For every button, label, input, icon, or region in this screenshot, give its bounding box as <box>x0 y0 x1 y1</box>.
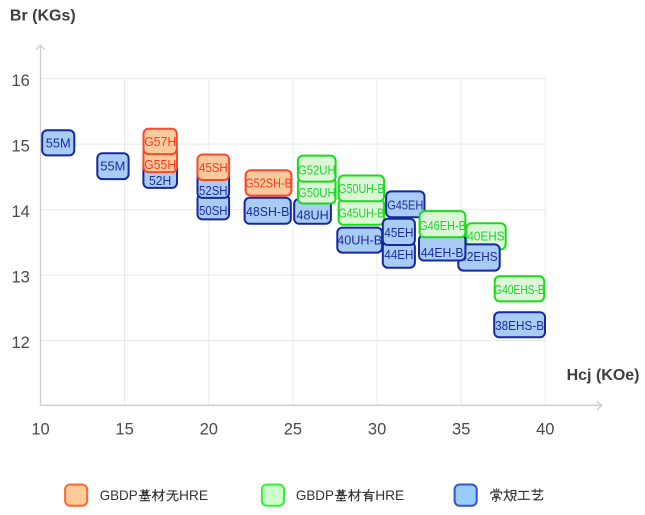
svg-text:42EHS: 42EHS <box>460 249 498 264</box>
svg-text:10: 10 <box>31 421 49 439</box>
svg-text:HRE: HRE <box>179 487 208 503</box>
svg-text:48SH-B: 48SH-B <box>246 204 289 219</box>
svg-text:45EH: 45EH <box>384 225 413 240</box>
svg-text:G45UH-B: G45UH-B <box>338 205 384 220</box>
svg-text:GBDP: GBDP <box>296 487 334 503</box>
svg-text:15: 15 <box>11 138 29 156</box>
svg-text:HRE: HRE <box>375 487 404 503</box>
svg-text:30: 30 <box>368 421 386 439</box>
svg-text:45SH: 45SH <box>199 160 228 175</box>
svg-text:G52SH-B: G52SH-B <box>245 176 292 191</box>
svg-text:G45EH: G45EH <box>387 197 423 212</box>
svg-text:40EHS: 40EHS <box>467 229 505 244</box>
svg-text:G46EH-B: G46EH-B <box>419 218 466 233</box>
svg-text:48UH: 48UH <box>297 207 329 222</box>
svg-text:GBDP: GBDP <box>100 487 138 503</box>
svg-text:G40EHS-B: G40EHS-B <box>494 282 544 297</box>
svg-text:G50UH: G50UH <box>298 185 336 200</box>
svg-text:Br (KGs): Br (KGs) <box>10 7 76 24</box>
svg-text:35: 35 <box>452 421 470 439</box>
svg-text:12: 12 <box>11 334 29 352</box>
svg-text:55M: 55M <box>46 135 71 150</box>
svg-text:14: 14 <box>11 203 29 221</box>
svg-text:38EHS-B: 38EHS-B <box>495 318 544 333</box>
svg-text:25: 25 <box>284 421 302 439</box>
svg-text:G50UH-B: G50UH-B <box>338 181 384 196</box>
svg-text:44EH-B: 44EH-B <box>421 245 464 260</box>
svg-text:52SH: 52SH <box>199 183 228 198</box>
svg-text:55M: 55M <box>100 159 125 174</box>
svg-text:20: 20 <box>200 421 218 439</box>
svg-text:G55H: G55H <box>144 157 176 172</box>
svg-text:50SH: 50SH <box>199 203 228 218</box>
svg-text:13: 13 <box>11 269 29 287</box>
svg-text:15: 15 <box>115 421 133 439</box>
svg-text:G52UH: G52UH <box>298 163 336 178</box>
svg-text:Hcj (KOe): Hcj (KOe) <box>567 367 640 384</box>
svg-text:52H: 52H <box>149 173 171 188</box>
svg-text:44EH: 44EH <box>384 247 413 262</box>
svg-text:16: 16 <box>11 72 29 90</box>
svg-text:40: 40 <box>536 421 554 439</box>
svg-text:G57H: G57H <box>144 134 176 149</box>
svg-text:40UH-B: 40UH-B <box>337 233 382 248</box>
